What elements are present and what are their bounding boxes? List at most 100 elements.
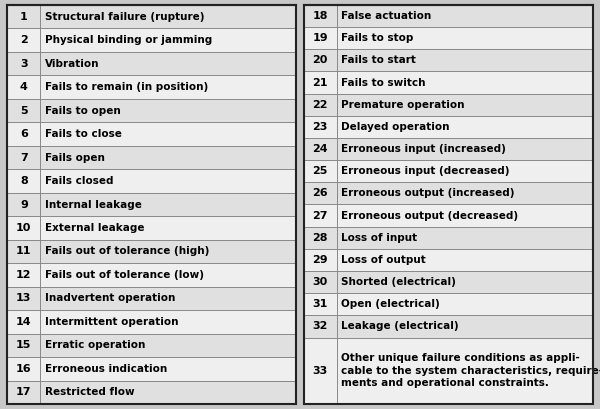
Bar xyxy=(7,75,296,99)
Text: 23: 23 xyxy=(313,122,328,132)
Text: Fails out of tolerance (high): Fails out of tolerance (high) xyxy=(45,247,209,256)
Text: 3: 3 xyxy=(20,58,28,69)
Bar xyxy=(7,169,296,193)
Text: 30: 30 xyxy=(313,277,328,287)
Bar xyxy=(7,5,296,404)
Text: Erroneous input (increased): Erroneous input (increased) xyxy=(341,144,506,154)
Text: False actuation: False actuation xyxy=(341,11,431,21)
Bar xyxy=(7,5,296,28)
Text: Fails to switch: Fails to switch xyxy=(341,78,425,88)
Bar xyxy=(7,357,296,381)
Text: Open (electrical): Open (electrical) xyxy=(341,299,440,309)
Bar xyxy=(7,287,296,310)
Text: 21: 21 xyxy=(313,78,328,88)
Text: Intermittent operation: Intermittent operation xyxy=(45,317,178,327)
Text: 7: 7 xyxy=(20,153,28,162)
Bar xyxy=(304,94,593,116)
Bar xyxy=(304,271,593,293)
Text: Fails to start: Fails to start xyxy=(341,55,416,65)
Text: 14: 14 xyxy=(16,317,32,327)
Bar xyxy=(304,72,593,94)
Text: 28: 28 xyxy=(313,233,328,243)
Bar xyxy=(7,216,296,240)
Text: Shorted (electrical): Shorted (electrical) xyxy=(341,277,456,287)
Bar xyxy=(304,227,593,249)
Bar xyxy=(7,122,296,146)
Text: 27: 27 xyxy=(313,211,328,220)
Bar xyxy=(7,193,296,216)
Bar xyxy=(7,263,296,287)
Text: Erroneous input (decreased): Erroneous input (decreased) xyxy=(341,166,509,176)
Text: 31: 31 xyxy=(313,299,328,309)
Text: Restricted flow: Restricted flow xyxy=(45,387,134,398)
Text: 24: 24 xyxy=(313,144,328,154)
Text: Erroneous output (increased): Erroneous output (increased) xyxy=(341,189,515,198)
Bar xyxy=(7,28,296,52)
Bar xyxy=(304,27,593,49)
Text: Fails to remain (in position): Fails to remain (in position) xyxy=(45,82,208,92)
Text: 22: 22 xyxy=(313,100,328,110)
Text: Erratic operation: Erratic operation xyxy=(45,340,145,351)
Bar xyxy=(304,204,593,227)
Bar xyxy=(304,116,593,138)
Bar xyxy=(304,293,593,315)
Bar xyxy=(304,182,593,204)
Text: Fails to close: Fails to close xyxy=(45,129,122,139)
Bar xyxy=(7,52,296,75)
Text: 4: 4 xyxy=(20,82,28,92)
Bar xyxy=(7,334,296,357)
Text: Fails out of tolerance (low): Fails out of tolerance (low) xyxy=(45,270,204,280)
Text: 9: 9 xyxy=(20,200,28,209)
Text: Fails to stop: Fails to stop xyxy=(341,33,413,43)
Text: 5: 5 xyxy=(20,106,28,116)
Text: Fails closed: Fails closed xyxy=(45,176,113,186)
Text: Loss of input: Loss of input xyxy=(341,233,418,243)
Text: Premature operation: Premature operation xyxy=(341,100,464,110)
Bar xyxy=(7,381,296,404)
Text: Physical binding or jamming: Physical binding or jamming xyxy=(45,35,212,45)
Text: Vibration: Vibration xyxy=(45,58,99,69)
Text: Leakage (electrical): Leakage (electrical) xyxy=(341,321,459,331)
Text: Loss of output: Loss of output xyxy=(341,255,426,265)
Text: Structural failure (rupture): Structural failure (rupture) xyxy=(45,11,204,22)
Text: 10: 10 xyxy=(16,223,32,233)
Text: External leakage: External leakage xyxy=(45,223,144,233)
Bar xyxy=(7,146,296,169)
Text: 25: 25 xyxy=(313,166,328,176)
Bar xyxy=(7,310,296,334)
Bar xyxy=(7,240,296,263)
Text: Fails open: Fails open xyxy=(45,153,104,162)
Text: Fails to open: Fails to open xyxy=(45,106,121,116)
Text: 33: 33 xyxy=(313,366,328,376)
Text: 11: 11 xyxy=(16,247,32,256)
Text: 26: 26 xyxy=(313,189,328,198)
Text: 29: 29 xyxy=(313,255,328,265)
Text: Inadvertent operation: Inadvertent operation xyxy=(45,293,175,303)
Text: Erroneous output (decreased): Erroneous output (decreased) xyxy=(341,211,518,220)
Text: 16: 16 xyxy=(16,364,32,374)
Text: Erroneous indication: Erroneous indication xyxy=(45,364,167,374)
Text: Delayed operation: Delayed operation xyxy=(341,122,449,132)
Bar xyxy=(304,5,593,404)
Bar xyxy=(304,337,593,404)
Text: 18: 18 xyxy=(313,11,328,21)
Bar xyxy=(304,138,593,160)
Text: 20: 20 xyxy=(313,55,328,65)
Text: 1: 1 xyxy=(20,11,28,22)
Bar xyxy=(304,49,593,72)
Bar xyxy=(304,160,593,182)
Bar xyxy=(304,315,593,337)
Text: 13: 13 xyxy=(16,293,32,303)
Text: 15: 15 xyxy=(16,340,32,351)
Text: 19: 19 xyxy=(313,33,328,43)
Text: Other unique failure conditions as appli-
cable to the system characteristics, r: Other unique failure conditions as appli… xyxy=(341,353,600,388)
Text: 12: 12 xyxy=(16,270,32,280)
Bar xyxy=(304,249,593,271)
Text: Internal leakage: Internal leakage xyxy=(45,200,142,209)
Text: 17: 17 xyxy=(16,387,32,398)
Bar xyxy=(304,5,593,27)
Text: 6: 6 xyxy=(20,129,28,139)
Bar xyxy=(7,99,296,122)
Text: 2: 2 xyxy=(20,35,28,45)
Text: 32: 32 xyxy=(313,321,328,331)
